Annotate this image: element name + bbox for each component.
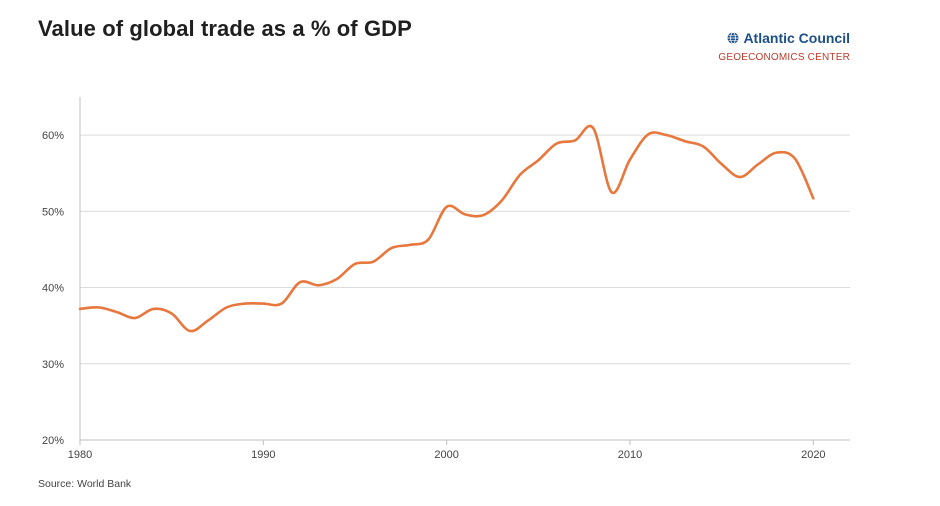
x-tick-label: 2020	[801, 449, 825, 461]
x-tick-label: 1990	[251, 449, 275, 461]
series-line-0	[78, 124, 815, 333]
brand-subtitle: GEOECONOMICS CENTER	[718, 52, 850, 63]
y-tick-label: 50%	[42, 206, 64, 218]
y-tick-labels: 20% 30% 40% 50% 60%	[42, 130, 64, 447]
gridlines	[80, 134, 850, 365]
y-tick-label: 40%	[42, 283, 64, 295]
x-tick-label: 2010	[618, 449, 642, 461]
x-tick-labels: 1980 1990 2000 2010 2020	[68, 449, 826, 461]
chart-title: Value of global trade as a % of GDP	[38, 16, 412, 41]
brand-name: Atlantic Council	[743, 30, 850, 46]
x-tick-label: 1980	[68, 449, 92, 461]
source-note: Source: World Bank	[38, 478, 132, 490]
globe-icon	[727, 32, 739, 44]
series-group	[78, 124, 815, 333]
axes	[79, 97, 850, 445]
y-tick-label: 30%	[42, 359, 64, 371]
brand-logo: Atlantic Council GEOECONOMICS CENTER	[650, 30, 850, 63]
y-tick-label: 20%	[42, 435, 64, 447]
y-tick-label: 60%	[42, 130, 64, 142]
x-tick-label: 2000	[434, 449, 458, 461]
